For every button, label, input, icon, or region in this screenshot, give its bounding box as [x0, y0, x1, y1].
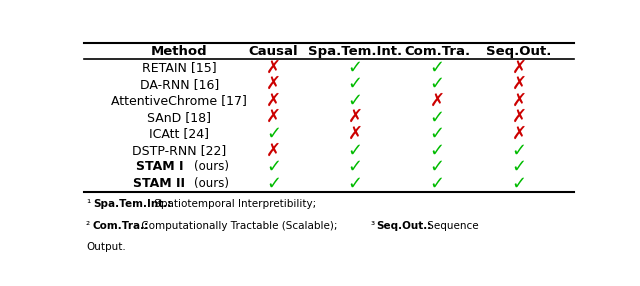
Text: ✗: ✗ [511, 75, 527, 93]
Text: ✗: ✗ [511, 92, 527, 110]
Text: ✓: ✓ [429, 141, 445, 159]
Text: ✓: ✓ [429, 75, 445, 93]
Text: ✓: ✓ [511, 174, 527, 192]
Text: ✗: ✗ [511, 108, 527, 126]
Text: (ours): (ours) [194, 160, 229, 173]
Text: ✗: ✗ [348, 125, 363, 143]
Text: Spa.Tem.Int.:: Spa.Tem.Int.: [93, 199, 172, 209]
Text: ✓: ✓ [511, 158, 527, 176]
Text: ✓: ✓ [348, 141, 363, 159]
Text: Spatiotemporal Interpretibility;: Spatiotemporal Interpretibility; [151, 199, 316, 209]
Text: DA-RNN [16]: DA-RNN [16] [140, 78, 219, 91]
Text: Computationally Tractable (Scalable);: Computationally Tractable (Scalable); [138, 221, 337, 231]
Text: Method: Method [151, 45, 207, 58]
Text: ³: ³ [370, 221, 374, 231]
Text: ✗: ✗ [348, 108, 363, 126]
Text: AttentiveChrome [17]: AttentiveChrome [17] [111, 94, 247, 107]
Text: Com.Tra.:: Com.Tra.: [93, 221, 149, 231]
Text: STAM I: STAM I [136, 160, 183, 173]
Text: ✓: ✓ [348, 75, 363, 93]
Text: ¹: ¹ [86, 199, 90, 209]
Text: ✗: ✗ [266, 75, 281, 93]
Text: ✗: ✗ [266, 108, 281, 126]
Text: ²: ² [86, 221, 90, 231]
Text: ✓: ✓ [429, 59, 445, 77]
Text: ICAtt [24]: ICAtt [24] [149, 127, 209, 140]
Text: ✓: ✓ [348, 59, 363, 77]
Text: DSTP-RNN [22]: DSTP-RNN [22] [132, 144, 227, 157]
Text: ✓: ✓ [429, 108, 445, 126]
Text: Sequence: Sequence [424, 221, 478, 231]
Text: ✓: ✓ [511, 141, 527, 159]
Text: Spa.Tem.Int.: Spa.Tem.Int. [308, 45, 403, 58]
Text: Seq.Out.:: Seq.Out.: [376, 221, 432, 231]
Text: (ours): (ours) [194, 177, 229, 190]
Text: ✗: ✗ [511, 125, 527, 143]
Text: Output.: Output. [86, 242, 125, 252]
Text: ✗: ✗ [266, 92, 281, 110]
Text: RETAIN [15]: RETAIN [15] [142, 61, 216, 74]
Text: ✓: ✓ [429, 158, 445, 176]
Text: ✓: ✓ [266, 174, 281, 192]
Text: ✗: ✗ [266, 141, 281, 159]
Text: SAnD [18]: SAnD [18] [147, 111, 211, 124]
Text: ✓: ✓ [429, 174, 445, 192]
Text: ✓: ✓ [266, 125, 281, 143]
Text: ✓: ✓ [429, 125, 445, 143]
Text: Com.Tra.: Com.Tra. [404, 45, 470, 58]
Text: STAM II: STAM II [133, 177, 186, 190]
Text: Seq.Out.: Seq.Out. [486, 45, 552, 58]
Text: ✗: ✗ [266, 59, 281, 77]
Text: ✓: ✓ [348, 174, 363, 192]
Text: ✗: ✗ [429, 92, 445, 110]
Text: Causal: Causal [248, 45, 298, 58]
Text: ✓: ✓ [348, 158, 363, 176]
Text: ✗: ✗ [511, 59, 527, 77]
Text: ✓: ✓ [266, 158, 281, 176]
Text: ✓: ✓ [348, 92, 363, 110]
